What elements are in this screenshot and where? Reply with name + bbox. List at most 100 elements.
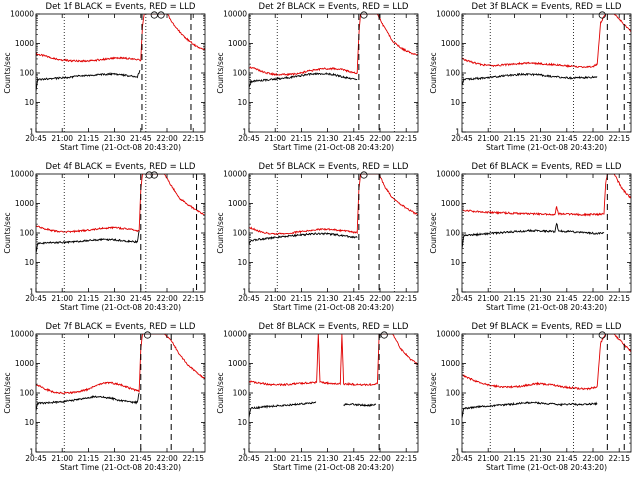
y-tick-label: 10000 xyxy=(223,170,247,179)
chart-title: Det 2f BLACK = Events, RED = LLD xyxy=(259,2,409,12)
x-tick-label: 22:00 xyxy=(582,294,604,303)
chart-panel-1: Det 1f BLACK = Events, RED = LLD 1 10 100 10… xyxy=(3,2,206,152)
x-tick-label: 22:00 xyxy=(156,294,178,303)
y-tick-label: 10000 xyxy=(223,330,247,339)
x-tick-label: 21:30 xyxy=(317,134,339,143)
x-tick-label: 21:00 xyxy=(51,454,73,463)
y-axis-label: Counts/sec xyxy=(429,212,438,253)
plot-frame xyxy=(461,333,632,453)
y-tick-label: 10 xyxy=(450,258,460,267)
y-tick-label: 1 xyxy=(29,128,34,137)
y-tick-label: 100 xyxy=(20,389,35,398)
x-tick-label: 22:15 xyxy=(182,134,204,143)
saturation-marker xyxy=(360,11,368,19)
x-tick-label: 21:00 xyxy=(264,134,286,143)
x-tick-label: 22:00 xyxy=(582,454,604,463)
y-tick-label: 100 xyxy=(446,389,461,398)
chart-title: Det 1f BLACK = Events, RED = LLD xyxy=(46,2,196,12)
x-tick-label: 22:00 xyxy=(369,134,391,143)
plot-frame xyxy=(461,173,632,293)
y-tick-label: 10 xyxy=(24,258,34,267)
x-tick-label: 22:00 xyxy=(156,134,178,143)
x-tick-label: 20:45 xyxy=(25,454,47,463)
y-tick-label: 10000 xyxy=(10,10,34,19)
y-tick-label: 100 xyxy=(233,229,248,238)
saturation-marker xyxy=(157,11,165,19)
y-tick-label: 1000 xyxy=(228,39,247,48)
chart-panel-5: Det 5f BLACK = Events, RED = LLD 1 10 100 10… xyxy=(216,162,419,312)
x-axis-label: Start Time (21-Oct-08 20:43:20) xyxy=(486,303,607,312)
plot-frame xyxy=(35,173,206,293)
x-axis-label: Start Time (21-Oct-08 20:43:20) xyxy=(60,463,181,472)
y-tick-label: 1000 xyxy=(228,359,247,368)
y-tick-label: 1000 xyxy=(228,199,247,208)
x-tick-label: 20:45 xyxy=(451,294,473,303)
x-tick-label: 21:45 xyxy=(130,294,152,303)
chart-title: Det 6f BLACK = Events, RED = LLD xyxy=(472,162,622,172)
x-tick-label: 21:30 xyxy=(104,134,126,143)
x-tick-label: 20:45 xyxy=(238,454,260,463)
series-events-line xyxy=(249,401,377,418)
saturation-marker xyxy=(150,171,158,179)
y-axis-label: Counts/sec xyxy=(216,372,225,413)
x-tick-label: 21:30 xyxy=(530,134,552,143)
saturation-marker xyxy=(598,11,606,19)
x-axis-label: Start Time (21-Oct-08 20:43:20) xyxy=(273,463,394,472)
y-tick-label: 10000 xyxy=(436,10,460,19)
x-tick-label: 21:45 xyxy=(343,454,365,463)
x-tick-label: 22:00 xyxy=(582,134,604,143)
x-axis-label: Start Time (21-Oct-08 20:43:20) xyxy=(60,143,181,152)
y-tick-label: 10 xyxy=(450,418,460,427)
y-tick-label: 10 xyxy=(24,418,34,427)
y-tick-label: 10 xyxy=(237,418,247,427)
y-tick-label: 10000 xyxy=(223,10,247,19)
y-tick-label: 100 xyxy=(20,229,35,238)
chart-title: Det 4f BLACK = Events, RED = LLD xyxy=(46,162,196,172)
y-tick-label: 1 xyxy=(242,128,247,137)
x-tick-label: 20:45 xyxy=(25,134,47,143)
x-axis-label: Start Time (21-Oct-08 20:43:20) xyxy=(60,303,181,312)
series-events-line xyxy=(36,392,140,412)
chart-title: Det 8f BLACK = Events, RED = LLD xyxy=(259,322,409,332)
saturation-marker xyxy=(150,11,158,19)
x-tick-label: 21:45 xyxy=(556,454,578,463)
series-lld-line xyxy=(36,14,205,63)
y-tick-label: 10 xyxy=(237,258,247,267)
series-lld-line xyxy=(462,14,631,69)
y-tick-label: 1 xyxy=(29,448,34,457)
chart-title: Det 7f BLACK = Events, RED = LLD xyxy=(46,322,196,332)
x-tick-label: 21:45 xyxy=(343,294,365,303)
x-axis-label: Start Time (21-Oct-08 20:43:20) xyxy=(486,463,607,472)
y-tick-label: 1 xyxy=(242,288,247,297)
y-tick-label: 10000 xyxy=(10,330,34,339)
chart-panel-6: Det 6f BLACK = Events, RED = LLD 1 10 100 10… xyxy=(429,162,632,312)
y-tick-label: 1000 xyxy=(441,199,460,208)
y-tick-label: 10 xyxy=(237,98,247,107)
x-tick-label: 21:15 xyxy=(78,454,100,463)
chart-title: Det 3f BLACK = Events, RED = LLD xyxy=(472,2,622,12)
x-tick-label: 21:45 xyxy=(343,134,365,143)
y-tick-label: 10000 xyxy=(436,170,460,179)
y-axis-label: Counts/sec xyxy=(3,372,12,413)
y-tick-label: 100 xyxy=(446,229,461,238)
chart-panel-2: Det 2f BLACK = Events, RED = LLD 1 10 100 10… xyxy=(216,2,419,152)
x-tick-label: 21:45 xyxy=(556,294,578,303)
x-tick-label: 20:45 xyxy=(25,294,47,303)
y-tick-label: 100 xyxy=(233,69,248,78)
x-tick-label: 21:30 xyxy=(104,454,126,463)
x-tick-label: 21:15 xyxy=(291,454,313,463)
y-tick-label: 10000 xyxy=(10,170,34,179)
series-lld-line xyxy=(249,14,418,77)
x-tick-label: 22:15 xyxy=(182,454,204,463)
series-events-line xyxy=(249,72,358,88)
y-tick-label: 1 xyxy=(29,288,34,297)
y-tick-label: 1000 xyxy=(441,359,460,368)
plot-frame xyxy=(461,13,632,133)
y-tick-label: 1000 xyxy=(15,199,34,208)
series-events-line xyxy=(462,401,598,418)
y-axis-label: Counts/sec xyxy=(429,372,438,413)
x-tick-label: 20:45 xyxy=(238,134,260,143)
x-tick-label: 21:30 xyxy=(530,454,552,463)
x-tick-label: 22:15 xyxy=(608,454,630,463)
